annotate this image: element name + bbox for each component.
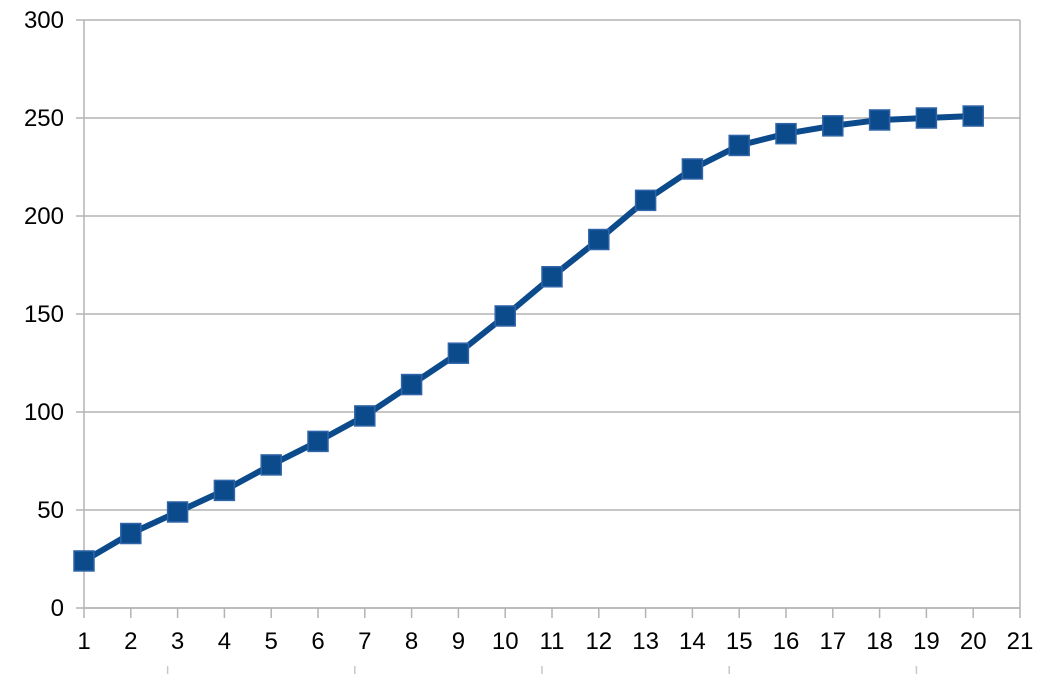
data-point-marker [868, 109, 891, 131]
data-point-marker [962, 105, 984, 127]
data-point-marker [494, 305, 516, 327]
x-tick-label: 13 [632, 628, 659, 655]
y-tick-label: 250 [24, 105, 64, 132]
data-point-marker [400, 373, 423, 396]
data-point-marker [728, 134, 750, 157]
x-tick-label: 8 [405, 628, 418, 655]
x-tick-label: 6 [311, 628, 324, 655]
data-point-marker [120, 522, 142, 545]
x-tick-label: 11 [540, 628, 565, 655]
x-tick-label: 12 [585, 628, 612, 655]
data-point-marker [260, 454, 282, 476]
data-point-marker [354, 405, 376, 427]
x-tick-label: 5 [265, 628, 278, 655]
y-tick-label: 50 [37, 497, 64, 524]
data-point-marker [822, 115, 844, 137]
x-tick-label: 7 [358, 628, 371, 655]
data-point-marker [213, 479, 236, 502]
data-point-marker [307, 430, 329, 453]
grid-lines [84, 19, 1020, 609]
y-tick-label: 100 [24, 399, 64, 426]
data-point-marker [541, 266, 563, 288]
data-point-marker [634, 189, 657, 212]
axes [76, 19, 1021, 674]
x-tick-label: 18 [866, 628, 893, 655]
data-point-marker [166, 501, 189, 523]
x-tick-label: 2 [124, 628, 137, 655]
data-point-marker [73, 550, 95, 572]
y-tick-label: 150 [24, 301, 64, 328]
y-tick-label: 200 [24, 203, 64, 230]
x-tick-label: 3 [171, 628, 184, 655]
x-tick-label: 17 [819, 628, 846, 655]
x-tick-label: 20 [960, 628, 987, 655]
x-tick-label: 16 [773, 628, 800, 655]
x-tick-label: 4 [218, 628, 231, 655]
x-tick-label: 21 [1007, 628, 1034, 655]
x-tick-label: 9 [452, 628, 465, 655]
series-group [73, 105, 984, 572]
data-point-marker [775, 122, 797, 145]
y-tick-label: 300 [24, 7, 64, 34]
x-tick-label: 15 [726, 628, 753, 655]
x-tick-label: 19 [913, 628, 940, 655]
data-point-marker [681, 158, 704, 180]
x-tick-label: 14 [679, 628, 706, 655]
data-point-marker [447, 342, 470, 364]
y-tick-labels: 0 50 100 150 200 250 300 [24, 7, 64, 622]
y-tick-label: 0 [51, 595, 64, 622]
x-tick-label: 1 [77, 628, 90, 655]
data-point-marker [588, 228, 610, 251]
x-tick-label: 10 [492, 628, 519, 655]
x-tick-labels: 1 2 3 4 5 6 7 8 9 10 11 12 13 14 15 16 17 18 19 20 21 [77, 628, 1033, 655]
data-point-marker [915, 107, 938, 129]
